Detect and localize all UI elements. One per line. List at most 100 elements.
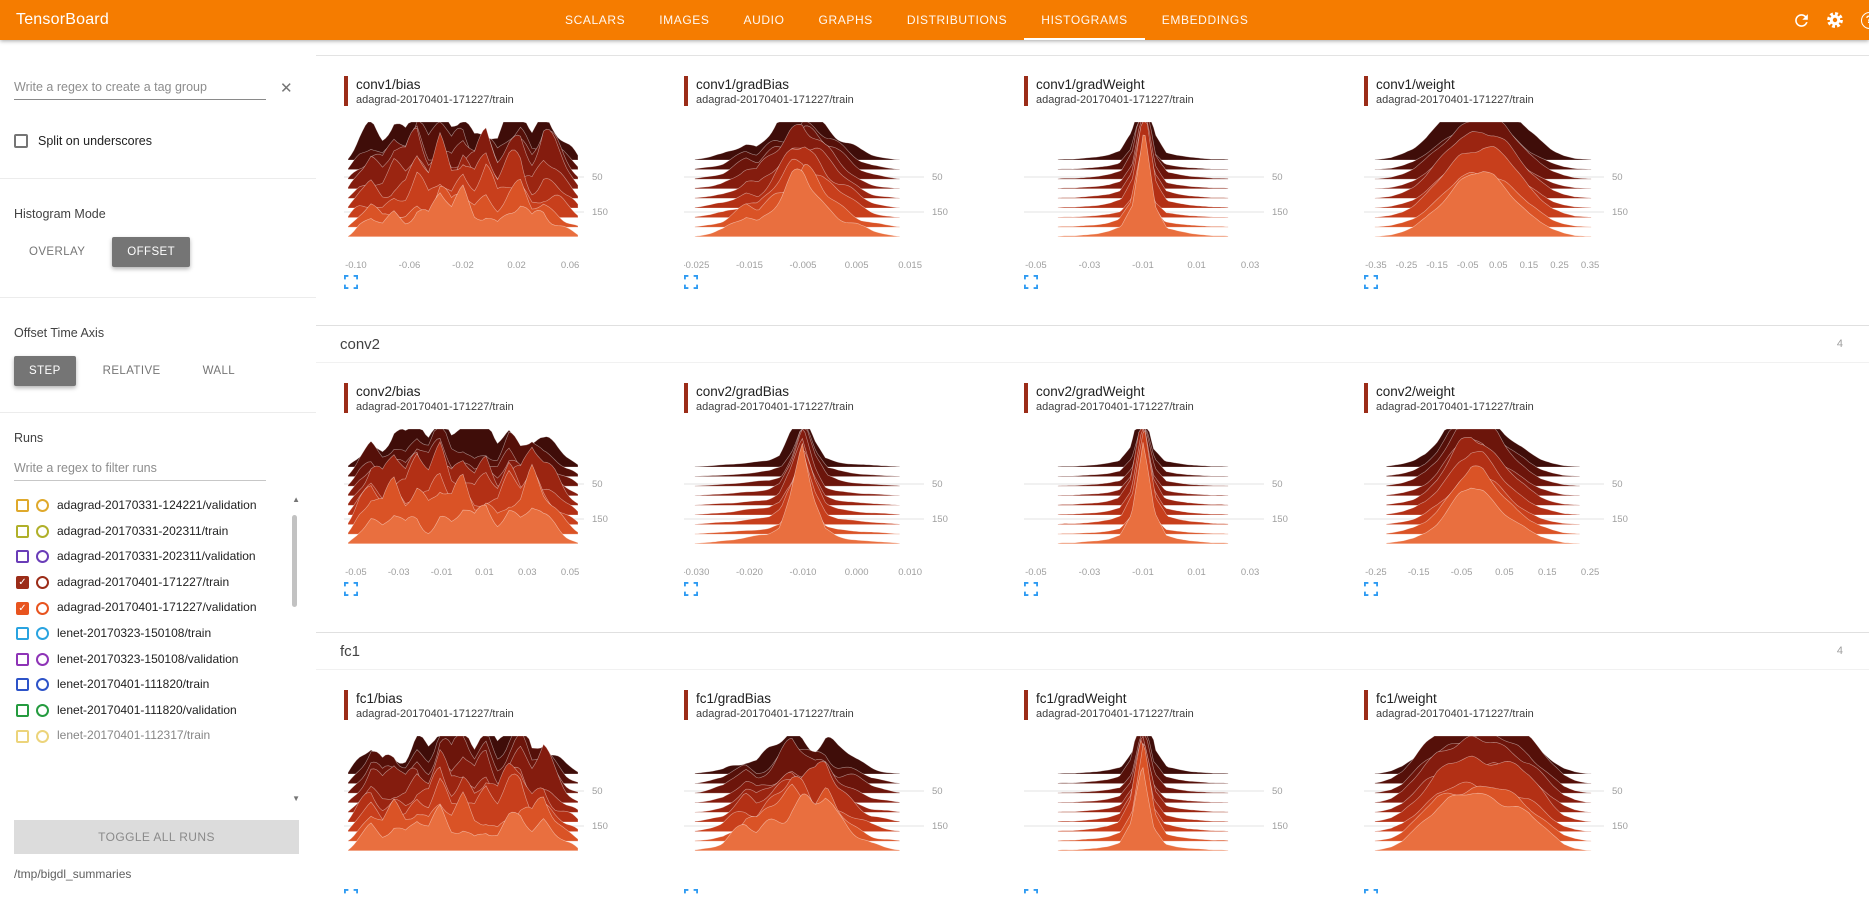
svg-text:-0.15: -0.15 [1426, 260, 1448, 271]
run-color-marker [1024, 383, 1028, 413]
histogram-ridge-chart[interactable]: 50 150 -0.05 -0.03 -0.01 0.01 0.03 [1024, 423, 1309, 579]
histogram-card: fc1/gradWeight adagrad-20170401-171227/tr… [1023, 690, 1330, 897]
card-title: conv2/weight [1376, 384, 1455, 399]
run-isolator-circle[interactable] [36, 524, 49, 538]
run-label: adagrad-20170331-124221/validation [57, 498, 257, 512]
tab-audio[interactable]: AUDIO [743, 13, 785, 27]
svg-text:-0.15: -0.15 [1408, 567, 1430, 578]
svg-text:0.15: 0.15 [1520, 260, 1539, 271]
histogram-ridge-chart[interactable]: 50 150 [1024, 730, 1309, 886]
run-checkbox[interactable]: ✓ [16, 601, 29, 615]
histogram-ridge-chart[interactable]: 50 150 [1364, 730, 1649, 886]
run-row[interactable]: lenet-20170401-111820/train [14, 672, 272, 698]
tab-embeddings[interactable]: EMBEDDINGS [1161, 13, 1249, 27]
run-isolator-circle[interactable] [36, 729, 49, 743]
expand-icon[interactable] [683, 274, 699, 290]
svg-text:-0.25: -0.25 [1365, 567, 1387, 578]
svg-text:0.015: 0.015 [898, 260, 922, 271]
histogram-ridge-chart[interactable]: 50 150 [344, 730, 629, 886]
run-isolator-circle[interactable] [36, 601, 49, 615]
tab-graphs[interactable]: GRAPHS [818, 13, 873, 27]
run-row[interactable]: lenet-20170323-150108/train [14, 621, 272, 647]
run-isolator-circle[interactable] [36, 627, 49, 641]
run-row[interactable]: lenet-20170323-150108/validation [14, 647, 272, 673]
run-checkbox[interactable] [16, 550, 29, 564]
run-row[interactable]: lenet-20170401-111820/validation [14, 698, 272, 724]
run-row[interactable]: adagrad-20170331-202311/train [14, 519, 272, 545]
svg-text:-0.05: -0.05 [345, 567, 367, 578]
svg-text:0.03: 0.03 [1241, 260, 1260, 271]
settings-gear-icon[interactable] [1824, 9, 1846, 31]
expand-icon[interactable] [343, 274, 359, 290]
section-header[interactable]: fc1 4 [316, 632, 1869, 670]
offset-axis-wall-button[interactable]: WALL [202, 365, 236, 377]
run-row[interactable]: lenet-20170401-112317/train [14, 723, 272, 749]
run-color-marker [344, 690, 348, 720]
tab-histograms[interactable]: HISTOGRAMS [1024, 0, 1145, 40]
histogram-ridge-chart[interactable]: 50 150 -0.030 -0.020 -0.010 0.000 0.010 [684, 423, 969, 579]
histogram-mode-overlay-button[interactable]: OVERLAY [29, 246, 86, 258]
expand-icon[interactable] [343, 581, 359, 597]
expand-icon[interactable] [1023, 274, 1039, 290]
histogram-ridge-chart[interactable]: 50 150 -0.025 -0.015 -0.005 0.005 0.015 [684, 116, 969, 272]
histogram-ridge-chart[interactable]: 50 150 -0.10 -0.06 -0.02 0.02 0.06 [344, 116, 629, 272]
run-checkbox[interactable] [16, 704, 29, 718]
run-checkbox[interactable] [16, 729, 29, 743]
card-title: conv2/bias [356, 384, 421, 399]
run-checkbox[interactable] [16, 652, 29, 666]
expand-icon[interactable] [1363, 581, 1379, 597]
runs-regex-input[interactable] [14, 457, 266, 481]
expand-icon[interactable] [1023, 888, 1039, 897]
split-underscores-checkbox[interactable] [14, 134, 28, 148]
expand-icon[interactable] [1363, 888, 1379, 897]
run-isolator-circle[interactable] [36, 550, 49, 564]
refresh-icon[interactable] [1790, 9, 1812, 31]
histogram-ridge-chart[interactable]: 50 150 -0.05 -0.03 -0.01 0.01 0.03 0.05 [344, 423, 629, 579]
histogram-ridge-chart[interactable]: 50 150 -0.35 -0.25 -0.15 -0.05 0.05 0.15 0.25 0.3… [1364, 116, 1649, 272]
svg-text:0.06: 0.06 [561, 260, 580, 271]
tab-distributions[interactable]: DISTRIBUTIONS [906, 13, 1008, 27]
help-icon[interactable]: ? [1858, 9, 1869, 31]
run-checkbox[interactable] [16, 499, 29, 513]
expand-icon[interactable] [683, 888, 699, 897]
toggle-all-runs-button[interactable]: TOGGLE ALL RUNS [14, 820, 299, 854]
expand-icon[interactable] [1023, 581, 1039, 597]
scroll-up-icon[interactable]: ▲ [292, 495, 300, 504]
run-isolator-circle[interactable] [36, 704, 49, 718]
section-header[interactable]: conv2 4 [316, 325, 1869, 363]
close-icon[interactable]: ✕ [280, 79, 293, 97]
run-checkbox[interactable] [16, 678, 29, 692]
expand-icon[interactable] [1363, 274, 1379, 290]
tab-scalars[interactable]: SCALARS [565, 13, 626, 27]
histogram-ridge-chart[interactable]: 50 150 -0.25 -0.15 -0.05 0.05 0.15 0.25 [1364, 423, 1649, 579]
histogram-ridge-chart[interactable]: 50 150 [684, 730, 969, 886]
svg-text:-0.025: -0.025 [684, 260, 709, 271]
offset-axis-relative-button[interactable]: RELATIVE [102, 365, 161, 377]
runs-scrollbar-thumb[interactable] [292, 515, 297, 607]
run-isolator-circle[interactable] [36, 652, 49, 666]
section-cards: conv2/bias adagrad-20170401-171227/train 5… [316, 363, 1869, 632]
tab-images[interactable]: IMAGES [659, 13, 710, 27]
help-question-glyph: ? [1860, 11, 1869, 29]
run-checkbox[interactable] [16, 627, 29, 641]
run-isolator-circle[interactable] [36, 678, 49, 692]
run-isolator-circle[interactable] [36, 499, 49, 513]
offset-axis-step-button[interactable]: STEP [14, 356, 76, 386]
histogram-ridge-chart[interactable]: 50 150 -0.05 -0.03 -0.01 0.01 0.03 [1024, 116, 1309, 272]
run-row[interactable]: adagrad-20170331-124221/validation [14, 493, 272, 519]
svg-text:-0.05: -0.05 [1025, 567, 1047, 578]
scroll-down-icon[interactable]: ▼ [292, 794, 300, 803]
run-row[interactable]: ✓ adagrad-20170401-171227/train [14, 570, 272, 596]
run-isolator-circle[interactable] [36, 576, 49, 590]
svg-text:50: 50 [1272, 172, 1283, 183]
run-checkbox[interactable] [16, 524, 29, 538]
run-row[interactable]: ✓ adagrad-20170401-171227/validation [14, 595, 272, 621]
histogram-mode-offset-button[interactable]: OFFSET [112, 237, 191, 267]
run-color-marker [1024, 690, 1028, 720]
expand-icon[interactable] [343, 888, 359, 897]
run-checkbox[interactable]: ✓ [16, 576, 29, 590]
run-row[interactable]: adagrad-20170331-202311/validation [14, 544, 272, 570]
expand-icon[interactable] [683, 581, 699, 597]
runs-label: Runs [14, 431, 44, 445]
tag-regex-input[interactable] [14, 76, 266, 100]
